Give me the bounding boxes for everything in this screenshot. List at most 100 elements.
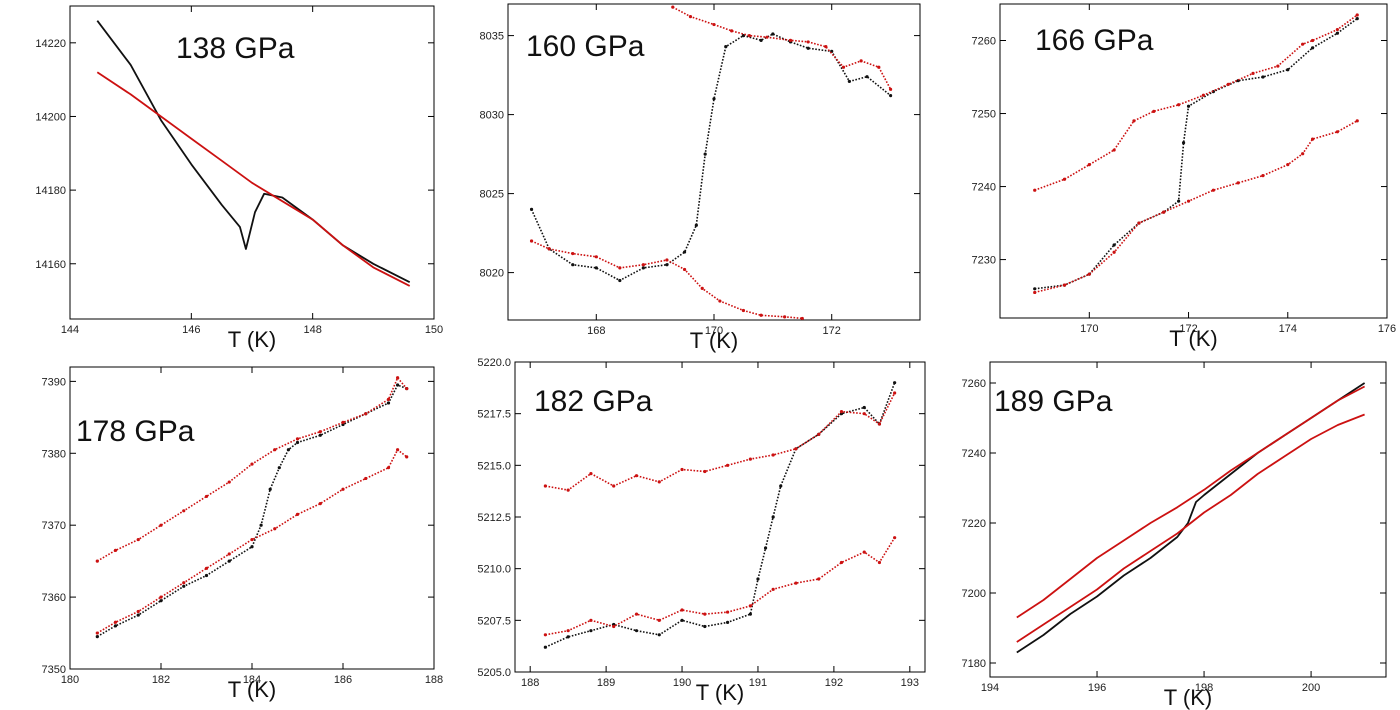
data-point	[529, 239, 534, 243]
data-point	[1310, 46, 1315, 50]
y-tick-label: 7350	[42, 664, 66, 676]
data-point	[250, 462, 254, 466]
data-point	[95, 635, 99, 639]
x-axis-label: T (K)	[228, 327, 276, 352]
data-point	[159, 599, 163, 603]
series-line-2	[545, 392, 896, 491]
chart-panel-4: 180 182 184 186 188 7350 7360 7370 7380 7390 178 G…	[42, 366, 443, 702]
data-point	[204, 494, 209, 499]
chart-panel-2: 168 170 172 8020 8025 8030 8035 160 GPa T (K)	[480, 3, 921, 353]
chart-panel-5: 188 189 190 191 192 193 5205.0 5207.5 5210.0 5212…	[477, 357, 926, 705]
data-point	[634, 629, 639, 633]
data-point	[712, 22, 716, 27]
data-point	[295, 512, 300, 517]
data-point	[1261, 174, 1265, 178]
data-point	[318, 433, 322, 437]
data-point	[1087, 163, 1091, 167]
data-point	[634, 612, 639, 616]
data-point	[700, 286, 704, 290]
data-point	[893, 381, 897, 385]
data-point	[386, 397, 391, 401]
data-point	[839, 410, 844, 414]
x-axis-label: T (K)	[228, 677, 276, 702]
data-point	[724, 45, 728, 49]
y-tick-label: 7240	[962, 448, 986, 460]
data-point	[1310, 137, 1315, 141]
x-tick-label: 180	[61, 674, 79, 686]
data-point	[862, 550, 866, 554]
x-tick-label: 196	[1088, 682, 1106, 694]
data-point	[113, 624, 118, 628]
y-tick-label: 7260	[962, 378, 986, 390]
data-point	[847, 79, 851, 84]
x-tick-label: 198	[1195, 682, 1213, 694]
data-point	[877, 422, 882, 426]
data-point	[566, 629, 570, 633]
data-point	[794, 447, 798, 451]
data-point	[1211, 188, 1215, 192]
data-point	[694, 223, 698, 227]
data-point	[862, 405, 866, 410]
y-tick-label: 5205.0	[477, 667, 511, 679]
x-axis-label: T (K)	[1164, 685, 1212, 710]
data-point	[405, 455, 409, 459]
data-point	[888, 87, 893, 91]
data-point	[594, 255, 598, 259]
data-point	[364, 476, 368, 481]
data-point	[543, 484, 547, 488]
data-point	[612, 624, 616, 629]
data-point	[657, 618, 661, 622]
data-point	[1251, 71, 1255, 75]
data-point	[1162, 210, 1166, 214]
data-point	[1177, 103, 1181, 107]
x-tick-label: 191	[749, 677, 767, 689]
x-axis-label: T (K)	[690, 328, 738, 353]
x-tick-label: 150	[425, 324, 443, 336]
panel-title: 166 GPa	[1035, 24, 1154, 57]
data-point	[680, 467, 684, 472]
panel-title: 189 GPa	[994, 385, 1113, 418]
data-point	[1137, 221, 1141, 225]
data-point	[893, 391, 897, 395]
y-tick-label: 7370	[42, 520, 66, 532]
panel-title: 182 GPa	[534, 385, 653, 418]
data-point	[1033, 290, 1037, 295]
data-point	[566, 488, 570, 492]
y-tick-label: 7200	[962, 588, 986, 600]
data-point	[1226, 82, 1230, 86]
x-tick-label: 193	[901, 677, 919, 689]
x-tick-label: 184	[243, 674, 261, 686]
series-line-3	[1034, 120, 1358, 294]
data-point	[543, 645, 547, 649]
data-point	[725, 610, 730, 614]
data-point	[259, 523, 263, 527]
data-point	[641, 266, 645, 270]
data-point	[1286, 163, 1290, 167]
data-point	[1335, 27, 1339, 32]
data-point	[250, 537, 254, 542]
panel-title: 138 GPa	[176, 32, 295, 65]
data-point	[806, 46, 810, 50]
x-tick-label: 190	[673, 677, 691, 689]
series-line-3	[1016, 413, 1365, 643]
data-point	[1132, 119, 1136, 123]
series-line-2	[96, 71, 411, 287]
data-point	[688, 15, 693, 19]
x-tick-label: 170	[1080, 323, 1098, 335]
chart-panel-6: 194 196 198 200 7180 7200 7220 7240 7260 189 GPa T…	[962, 361, 1387, 710]
x-tick-label: 189	[597, 677, 615, 689]
data-point	[589, 472, 593, 476]
data-point	[771, 32, 775, 36]
data-point	[364, 412, 368, 416]
data-point	[1201, 93, 1206, 97]
y-tick-label: 5210.0	[477, 564, 511, 576]
data-point	[725, 620, 730, 625]
data-point	[227, 480, 231, 484]
x-tick-label: 194	[981, 682, 999, 694]
data-point	[1310, 38, 1315, 43]
data-point	[1355, 13, 1359, 17]
series-line-1	[545, 382, 896, 648]
data-point	[756, 577, 760, 581]
y-tick-label: 8035	[480, 31, 504, 43]
chart-panel-1: 144 146 148 150 14160 14180 14200 14220 138 GPa T…	[35, 5, 443, 352]
